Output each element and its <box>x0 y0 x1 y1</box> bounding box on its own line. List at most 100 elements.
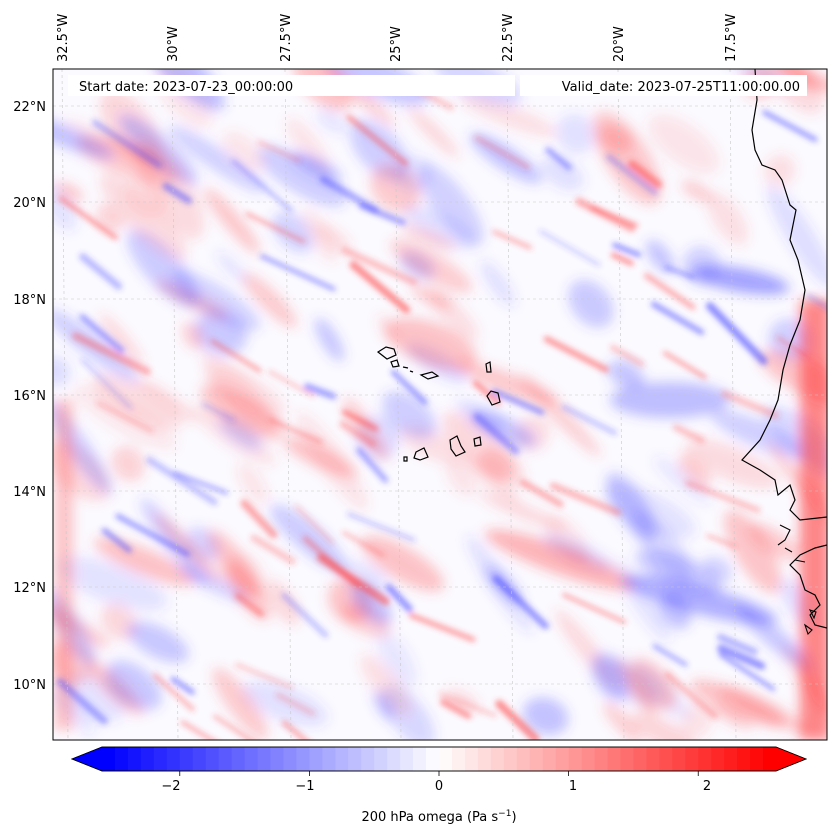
descent-streak <box>257 140 302 163</box>
colorbar-step <box>192 747 207 771</box>
descent-region <box>242 273 297 328</box>
descent-streak <box>562 593 627 624</box>
descent-region <box>204 188 260 254</box>
descent-region <box>111 446 145 482</box>
ascent-streak <box>650 301 705 336</box>
ascent-region <box>53 180 77 232</box>
descent-streak <box>706 534 737 548</box>
map-frame <box>52 68 828 741</box>
descent-region <box>360 654 412 716</box>
ascent-region <box>53 356 71 386</box>
ascent-region <box>215 251 249 285</box>
descent-region <box>202 351 276 433</box>
colorbar-step <box>568 747 583 771</box>
ascent-region <box>646 240 675 273</box>
descent-streak <box>519 479 564 508</box>
valid-date-label: Valid_date: 2023-07-25T11:00:00.00 <box>562 80 800 95</box>
ascent-streak <box>539 229 601 267</box>
descent-region <box>286 117 331 173</box>
descent-streak <box>235 662 294 690</box>
ascent-streak <box>81 358 133 410</box>
ascent-streak <box>201 402 236 422</box>
ascent-streak <box>281 592 329 638</box>
start-date-label: Start date: 2023-07-23_00:00:00 <box>79 80 293 95</box>
ascent-streak <box>717 644 766 670</box>
ascent-streak <box>492 575 549 630</box>
descent-region <box>54 182 84 202</box>
gridline-meridian <box>284 69 292 740</box>
ascent-streak <box>170 676 195 695</box>
colorbar-step <box>672 747 686 771</box>
ascent-streak <box>358 202 406 226</box>
descent-region <box>224 553 266 596</box>
descent-region <box>719 686 807 733</box>
colorbar-step <box>659 747 673 771</box>
colorbar-step <box>426 747 440 771</box>
descent-streak <box>240 499 278 539</box>
ascent-region <box>218 416 263 450</box>
lon-label: 30°W <box>166 26 181 62</box>
colorbar-tick-label: 0 <box>435 779 443 794</box>
descent-region <box>681 180 714 202</box>
descent-streak <box>439 692 497 718</box>
descent-region <box>136 378 198 422</box>
ascent-streak <box>762 110 818 142</box>
descent-region <box>283 436 357 478</box>
descent-region <box>265 579 300 626</box>
descent-region <box>212 667 268 740</box>
ascent-streak <box>705 302 768 365</box>
ascent-streak <box>346 512 416 542</box>
ascent-region <box>106 660 162 711</box>
descent-region <box>445 458 477 497</box>
latitude-labels: 22°N 20°N 18°N 16°N 14°N 12°N 10°N <box>13 100 46 693</box>
descent-region <box>462 454 519 503</box>
colorbar-step <box>257 747 271 771</box>
descent-region <box>377 314 399 345</box>
colorbar-step <box>464 747 479 771</box>
colorbar-step <box>633 747 647 771</box>
colorbar-step <box>542 747 557 771</box>
descent-streak <box>492 229 532 250</box>
colorbar-step <box>322 747 336 771</box>
colorbar-step <box>581 747 596 771</box>
descent-streak <box>341 409 379 432</box>
ascent-streak <box>260 254 336 291</box>
descent-streak <box>672 424 705 444</box>
map-gridlines <box>53 69 827 740</box>
ascent-streak <box>652 644 688 667</box>
descent-streak <box>346 114 409 166</box>
ascent-region <box>350 583 393 625</box>
colorbar-step <box>231 747 246 771</box>
lat-label: 12°N <box>13 581 46 596</box>
colorbar-step <box>724 747 738 771</box>
descent-streak <box>349 261 411 314</box>
descent-region <box>629 713 694 740</box>
ascent-streak <box>561 404 618 436</box>
descent-region <box>724 509 782 594</box>
lon-label: 27.5°W <box>279 14 294 62</box>
lat-label: 16°N <box>13 389 46 404</box>
ascent-streak <box>303 383 337 400</box>
lon-label: 25°W <box>389 26 404 62</box>
colorbar-step <box>711 747 725 771</box>
colorbar-step <box>361 747 375 771</box>
descent-region <box>313 223 352 251</box>
descent-streak <box>339 420 377 448</box>
ascent-streak <box>115 513 190 557</box>
descent-streak <box>71 332 151 376</box>
coastline-bissau-islands <box>777 524 817 636</box>
descent-streak <box>685 480 761 513</box>
descent-region <box>94 537 196 587</box>
ascent-region <box>126 229 199 308</box>
ascent-region <box>595 657 664 706</box>
colorbar-step <box>439 747 453 771</box>
lat-label: 18°N <box>13 293 46 308</box>
colorbar-step <box>685 747 699 771</box>
descent-streak <box>720 390 780 419</box>
ascent-region <box>606 472 656 542</box>
descent-streak <box>474 135 531 170</box>
lat-label: 22°N <box>13 100 46 115</box>
ascent-region <box>241 681 329 727</box>
colorbar-step <box>620 747 634 771</box>
